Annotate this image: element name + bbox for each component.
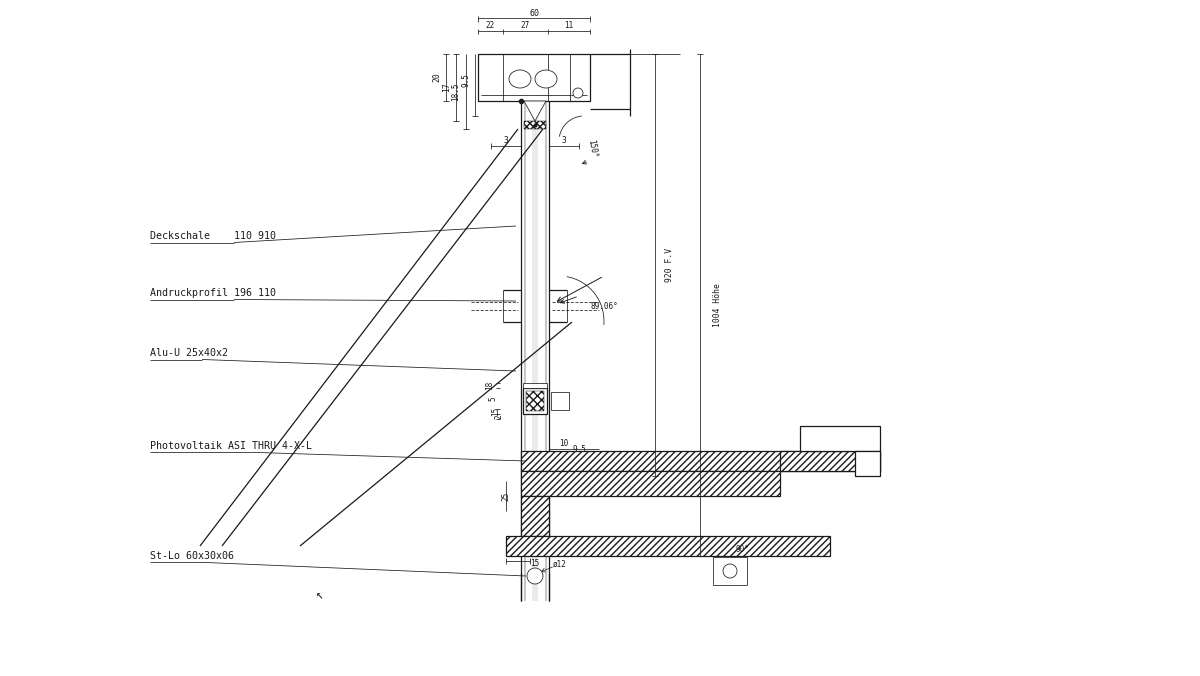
Bar bbox=[526, 391, 544, 411]
Text: 150°: 150° bbox=[586, 139, 598, 159]
Bar bbox=[718, 560, 743, 582]
Bar bbox=[521, 471, 780, 496]
Text: 27: 27 bbox=[521, 21, 530, 30]
Bar bbox=[521, 496, 550, 536]
Text: 60: 60 bbox=[529, 9, 539, 18]
Bar bbox=[523, 383, 547, 388]
Text: 25: 25 bbox=[502, 491, 510, 501]
Text: 17: 17 bbox=[443, 82, 451, 93]
Bar bbox=[800, 426, 880, 451]
Circle shape bbox=[527, 568, 542, 584]
Bar bbox=[713, 557, 746, 585]
Text: Photovoltaik ASI THRU 4-X-L: Photovoltaik ASI THRU 4-X-L bbox=[150, 441, 312, 451]
Ellipse shape bbox=[535, 70, 557, 88]
Text: Andruckprofil 196 110: Andruckprofil 196 110 bbox=[150, 288, 276, 298]
Bar bbox=[854, 451, 880, 476]
Text: 10: 10 bbox=[559, 439, 569, 448]
Text: St-Lo 60x30x06: St-Lo 60x30x06 bbox=[150, 551, 234, 561]
Bar bbox=[524, 121, 546, 129]
Circle shape bbox=[722, 564, 737, 578]
Text: 5: 5 bbox=[488, 396, 498, 401]
Text: 15: 15 bbox=[530, 560, 540, 569]
Text: 15: 15 bbox=[492, 407, 500, 416]
Text: 90°: 90° bbox=[736, 544, 749, 554]
Ellipse shape bbox=[509, 70, 530, 88]
Text: 20: 20 bbox=[432, 72, 442, 82]
Text: 3: 3 bbox=[562, 135, 566, 145]
Text: ø12: ø12 bbox=[553, 560, 566, 569]
Text: ↖: ↖ bbox=[317, 589, 324, 602]
Bar bbox=[780, 451, 880, 471]
Bar bbox=[506, 536, 830, 556]
Polygon shape bbox=[524, 101, 546, 121]
Text: Alu-U 25x40x2: Alu-U 25x40x2 bbox=[150, 348, 228, 358]
Text: 89.06°: 89.06° bbox=[590, 301, 618, 310]
Bar bbox=[478, 54, 590, 101]
Text: 2: 2 bbox=[494, 414, 504, 419]
Text: Deckschale    110 910: Deckschale 110 910 bbox=[150, 231, 276, 241]
Text: 3: 3 bbox=[504, 135, 509, 145]
Text: 22: 22 bbox=[486, 21, 496, 30]
Bar bbox=[521, 451, 880, 471]
Bar bbox=[523, 388, 547, 414]
Circle shape bbox=[574, 88, 583, 98]
Text: 1004 Höhe: 1004 Höhe bbox=[714, 283, 722, 327]
Text: 18: 18 bbox=[486, 381, 494, 390]
Text: 11: 11 bbox=[564, 21, 574, 30]
Text: 9.5: 9.5 bbox=[572, 445, 586, 454]
Text: 9.5: 9.5 bbox=[462, 73, 470, 87]
Bar bbox=[551, 392, 569, 410]
Text: 18.5: 18.5 bbox=[451, 82, 461, 101]
Text: 920 F.V: 920 F.V bbox=[666, 248, 674, 282]
